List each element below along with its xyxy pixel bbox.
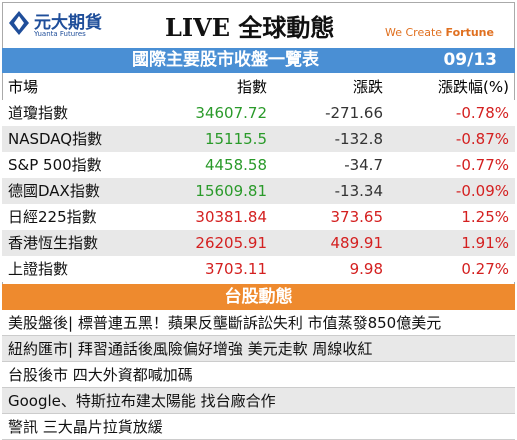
market-name: 香港恆生指數 (8, 234, 99, 252)
news-item: 美股盤後| 標普連五黑！蘋果反壟斷訴訟失利 市值蒸發850億美元 (2, 310, 515, 336)
table-cell: 1.25% (461, 208, 509, 226)
logo-text: 元大期貨 (34, 13, 102, 33)
table-cell: 34607.72 (195, 104, 267, 122)
table-row: NASDAQ指數 15115.5 -132.8 -0.87% (2, 126, 515, 152)
slogan-prefix: We Create (385, 26, 446, 39)
table-title: 國際主要股市收盤一覽表 (132, 50, 319, 70)
table-cell: 3703.11 (204, 260, 267, 278)
market-name: 日經225指數 (8, 208, 97, 226)
news-item: Google、特斯拉布建太陽能 找台廠合作 (2, 388, 515, 414)
logo-icon (9, 11, 29, 35)
table-cell: 15609.81 (195, 182, 267, 200)
table-cell: -0.78% (455, 104, 509, 122)
market-name: NASDAQ指數 (8, 130, 103, 148)
table-row: 道瓊指數 34607.72 -271.66 -0.78% (2, 100, 515, 126)
column-header: 市場 指數 漲跌 漲跌幅(%) (2, 74, 515, 101)
slogan-bold: Fortune (445, 26, 494, 39)
table-cell: -132.8 (334, 130, 383, 148)
table-cell: -271.66 (325, 104, 383, 122)
news-title: 台股動態 (2, 284, 515, 310)
table-cell: 4458.58 (204, 156, 267, 174)
slogan: We Create Fortune (385, 26, 494, 39)
table-cell: -34.7 (344, 156, 383, 174)
table-cell: -0.77% (455, 156, 509, 174)
news-item: 警訊 三大晶片拉貨放緩 (2, 414, 515, 440)
table-cell: 26205.91 (195, 234, 267, 252)
table-row: 日經225指數 30381.84 373.65 1.25% (2, 204, 515, 230)
table-cell: 1.91% (461, 234, 509, 252)
column-label: 指數 (236, 78, 267, 96)
header-title: LIVE 全球動態 (165, 13, 335, 42)
column-label: 漲跌 (352, 78, 383, 96)
table-cell: -0.87% (455, 130, 509, 148)
column-label: 漲跌幅(%) (438, 78, 509, 96)
table-cell: 373.65 (330, 208, 384, 226)
table-cell: -0.09% (455, 182, 509, 200)
table-cell: 0.27% (461, 260, 509, 278)
table-cell: 489.91 (330, 234, 384, 252)
table-row: 上證指數 3703.11 9.98 0.27% (2, 256, 515, 282)
market-name: S&P 500指數 (8, 156, 102, 174)
market-name: 上證指數 (8, 260, 69, 278)
table-cell: 9.98 (349, 260, 383, 278)
table-cell: 30381.84 (195, 208, 267, 226)
table-title-bar: 國際主要股市收盤一覽表 09/13 (2, 48, 515, 73)
news-item: 台股後市 四大外資都喊加碼 (2, 362, 515, 388)
table-cell: -13.34 (334, 182, 383, 200)
market-name: 德國DAX指數 (8, 182, 100, 200)
news-item: 紐約匯市| 拜習通話後風險偏好增強 美元走軟 周線收紅 (2, 336, 515, 362)
column-label: 市場 (8, 78, 39, 96)
table-cell: 15115.5 (204, 130, 267, 148)
market-name: 道瓊指數 (8, 104, 69, 122)
table-date: 09/13 (443, 50, 497, 70)
logo-sub: Yuanta Futures (34, 30, 86, 38)
table-row: 香港恆生指數 26205.91 489.91 1.91% (2, 230, 515, 256)
table-row: S&P 500指數 4458.58 -34.7 -0.77% (2, 152, 515, 178)
table-row: 德國DAX指數 15609.81 -13.34 -0.09% (2, 178, 515, 204)
